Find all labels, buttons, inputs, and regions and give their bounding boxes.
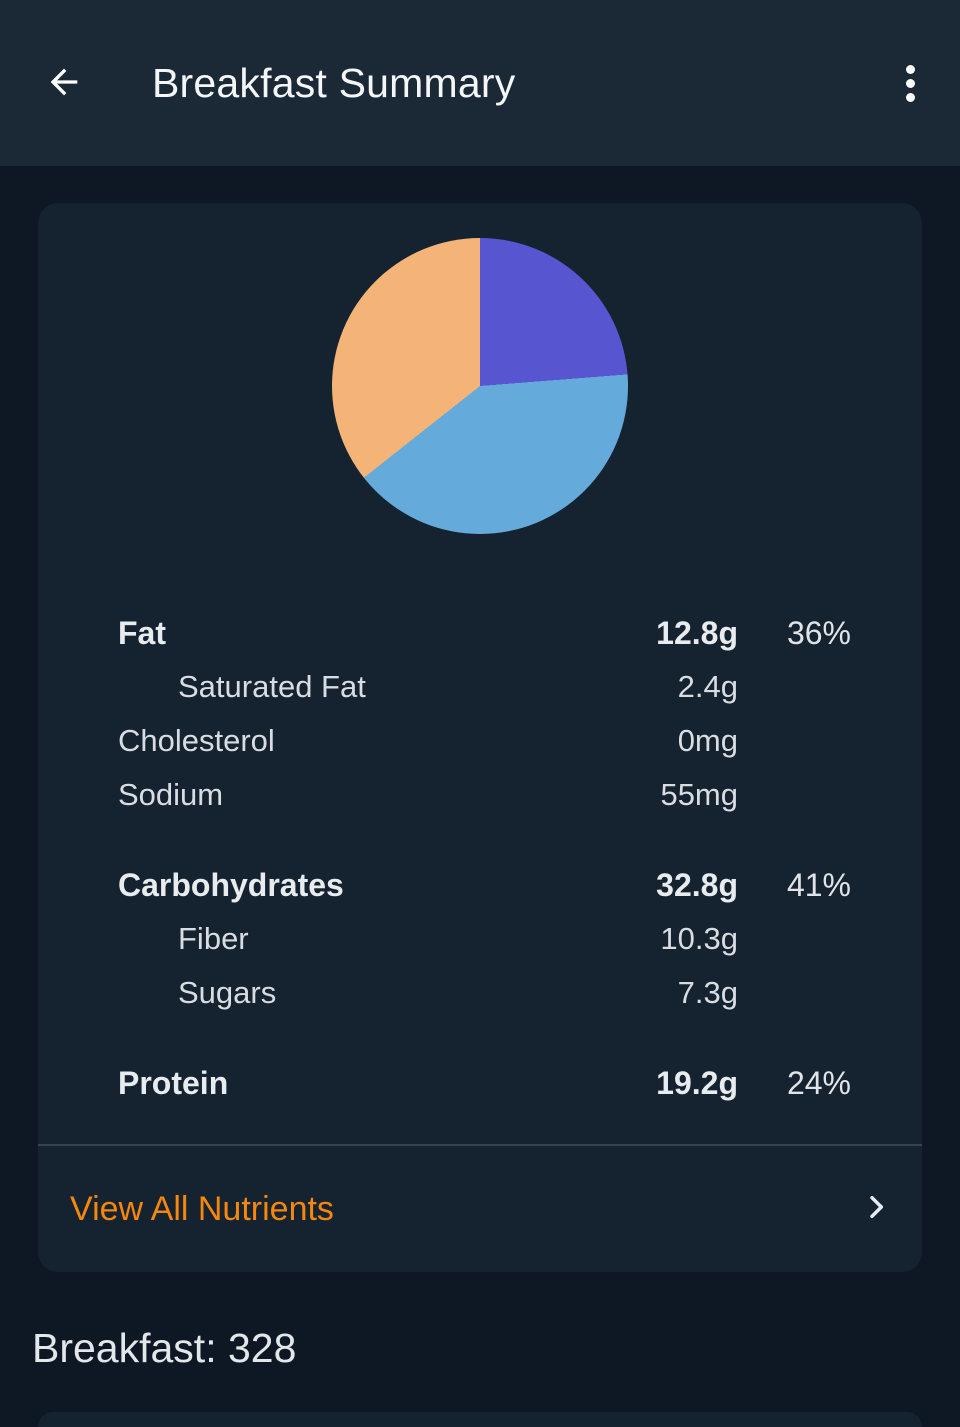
nutrient-row: Fiber 10.3g (78, 912, 851, 966)
summary-card: Fat 12.8g 36% Saturated Fat 2.4g Cholest… (38, 203, 922, 1272)
nutrient-row: Protein 19.2g 24% (78, 1056, 851, 1110)
nutrient-label: Fiber (178, 921, 249, 956)
nutrient-section: Fat 12.8g 36% Saturated Fat 2.4g Cholest… (78, 606, 851, 822)
nutrient-value: 19.2g (656, 1064, 738, 1101)
nutrient-section: Protein 19.2g 24% (78, 1056, 851, 1110)
overflow-menu-button[interactable] (888, 55, 932, 111)
nutrient-section: Carbohydrates 32.8g 41% Fiber 10.3g Suga… (78, 858, 851, 1020)
nutrient-value: 7.3g (677, 975, 738, 1010)
app-bar: Breakfast Summary (0, 0, 960, 166)
nutrient-value: 12.8g (656, 614, 738, 651)
nutrient-value: 10.3g (660, 921, 738, 956)
kebab-icon (905, 92, 915, 102)
nutrient-row: Saturated Fat 2.4g (78, 660, 851, 714)
nutrient-row: Carbohydrates 32.8g 41% (78, 858, 851, 912)
meal-calories-summary: Breakfast: 328 (32, 1325, 297, 1371)
view-all-nutrients-link[interactable]: View All Nutrients (70, 1189, 334, 1228)
kebab-icon (905, 64, 915, 74)
nutrient-row: Cholesterol 0mg (78, 714, 851, 768)
nutrient-percent: 24% (786, 1064, 851, 1101)
nutrient-label: Saturated Fat (178, 669, 366, 704)
nutrient-value: 32.8g (656, 866, 738, 903)
divider (38, 1144, 922, 1146)
nutrient-label: Carbohydrates (118, 866, 344, 903)
nutrient-value: 55mg (660, 777, 738, 812)
nutrient-percent: 41% (786, 866, 851, 903)
nutrient-value: 0mg (677, 723, 738, 758)
kebab-icon (905, 78, 915, 88)
pie-chart-container (38, 203, 922, 534)
next-card-peek (38, 1412, 922, 1427)
nutrient-percent: 36% (786, 614, 851, 651)
nutrient-label: Protein (118, 1064, 229, 1101)
chevron-right-icon (860, 1191, 892, 1228)
arrow-left-icon (44, 62, 84, 105)
nutrient-list: Fat 12.8g 36% Saturated Fat 2.4g Cholest… (38, 606, 922, 1110)
back-button[interactable] (36, 55, 92, 111)
nutrient-row: Sodium 55mg (78, 768, 851, 822)
page-title: Breakfast Summary (152, 59, 516, 106)
nutrient-label: Fat (118, 614, 166, 651)
view-all-nutrients-row[interactable]: View All Nutrients (38, 1146, 922, 1272)
nutrient-value: 2.4g (677, 669, 738, 704)
nutrient-row: Fat 12.8g 36% (78, 606, 851, 660)
pie-chart (332, 238, 628, 534)
nutrient-row: Sugars 7.3g (78, 966, 851, 1020)
nutrient-label: Sugars (178, 975, 277, 1010)
nutrient-label: Sodium (118, 777, 224, 812)
nutrient-label: Cholesterol (118, 723, 275, 758)
